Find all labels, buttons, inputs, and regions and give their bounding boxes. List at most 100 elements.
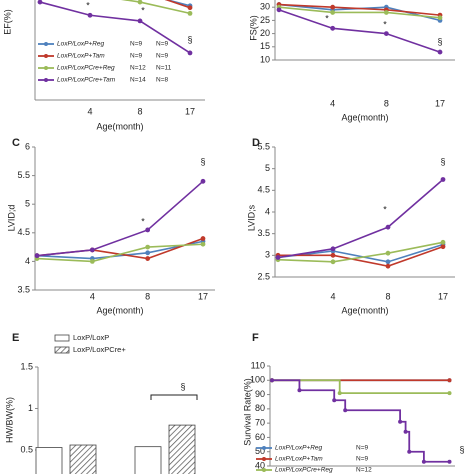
legend-n: N=11 [156, 65, 172, 72]
legend-label: LoxP/LoxP+Tam [275, 456, 323, 463]
annotation: * [141, 5, 145, 15]
point [270, 378, 274, 383]
legend-n: N=12 [130, 65, 146, 72]
point [385, 263, 391, 269]
point [403, 429, 408, 434]
x-tick-label: 8 [384, 98, 389, 108]
x-tick-label: 17 [435, 98, 445, 108]
y-tick-label: 5 [25, 199, 30, 209]
series-line [39, 1, 191, 54]
point [330, 25, 336, 31]
y-axis-label: Survival Rate(%) [242, 378, 252, 446]
point [440, 244, 446, 250]
panel: EF(%) Age(month) * * § 4 8 17 LoxP/LoxP+Reg N=9 N=… [2, 0, 205, 131]
point [385, 224, 391, 230]
point [145, 227, 151, 233]
panel-letter: D [252, 137, 260, 149]
legend-n: N=9 [156, 53, 168, 60]
legend-n: N=14 [130, 77, 146, 84]
point [440, 177, 446, 182]
point [137, 18, 143, 24]
panel: E HW/BW(%) 0.5 1 1.5 § LoxP/LoxP LoxP/LoxPCre+ [4, 332, 198, 474]
point [187, 10, 193, 16]
series-line [277, 241, 444, 263]
legend-marker [44, 42, 48, 46]
y-tick-label: 4 [265, 206, 270, 216]
x-tick-label: 8 [385, 291, 390, 301]
panel: F Survival Rate(%) 40 50 60 70 80 90 100 110 § LoxP… [242, 332, 464, 474]
y-tick-label: 5.5 [257, 141, 270, 151]
bar [134, 446, 162, 474]
bar [168, 424, 196, 474]
x-tick-label: 8 [145, 291, 150, 301]
y-tick-label: 2.5 [257, 271, 270, 281]
y-axis-label: EF(%) [2, 9, 12, 35]
point [34, 253, 40, 259]
panel: D LVID;s Age(month) 2.5 3 3.5 4 4.5 5 5.5 * § 4 8 17 [246, 137, 455, 315]
y-tick-label: 25 [260, 15, 270, 25]
x-tick-label: 4 [330, 291, 335, 301]
panel-letter: C [12, 137, 20, 149]
y-tick-label: 1.5 [20, 361, 33, 371]
y-axis-label: FS(%) [248, 15, 258, 41]
legend-label: LoxP/LoxPCre+Reg [275, 467, 333, 474]
point [37, 0, 43, 5]
y-axis-label: LVID;s [246, 204, 256, 231]
legend-n: N=9 [356, 445, 368, 452]
point [330, 10, 336, 15]
annotation: * [86, 0, 90, 10]
y-tick-label: 4 [25, 256, 30, 266]
annotation: § [200, 156, 205, 166]
legend-marker [262, 446, 266, 450]
series-line [278, 9, 441, 53]
point [276, 7, 282, 13]
legend-n: N=9 [156, 41, 168, 48]
x-tick-label: 4 [330, 98, 335, 108]
x-axis-label: Age(month) [96, 305, 143, 315]
x-tick-label: 4 [90, 291, 95, 301]
annotation: * [383, 19, 387, 29]
legend-n: N=9 [356, 456, 368, 463]
point [383, 31, 389, 36]
point [330, 259, 336, 265]
y-tick-label: 70 [255, 418, 265, 428]
bar [35, 447, 63, 474]
y-tick-label: 6 [25, 141, 30, 151]
panel: FS(%) Age(month) 10 15 20 25 30 * * § 4 8 17 [248, 0, 455, 122]
point [421, 459, 426, 464]
legend-label: LoxP/LoxP+Tam [57, 53, 105, 60]
series-line [278, 245, 444, 267]
legend-n: N=9 [130, 41, 142, 48]
legend-n: N=8 [156, 77, 168, 84]
point [385, 250, 391, 256]
point [187, 50, 193, 56]
annotation: § [180, 381, 185, 391]
panel: C LVID;d Age(month) 3.5 4 4.5 5 5.5 6 * § 4 8 17 [6, 137, 215, 315]
point [332, 398, 337, 403]
point [89, 247, 95, 253]
point [447, 391, 452, 396]
legend-label: LoxP/LoxP [73, 333, 109, 342]
legend-n: N=12 [356, 467, 372, 474]
legend-label: LoxP/LoxPCre+Reg [57, 65, 115, 72]
legend-label: LoxP/LoxPCre+ [73, 345, 126, 354]
y-axis-label: HW/BW(%) [4, 397, 14, 443]
series-line [277, 178, 444, 259]
point [87, 12, 93, 18]
point [337, 391, 342, 396]
y-tick-label: 15 [260, 41, 270, 51]
survival-line [272, 379, 450, 463]
legend-marker [262, 457, 266, 461]
annotation: § [187, 34, 192, 44]
series-line [277, 243, 444, 263]
panel-letter: E [12, 332, 19, 344]
y-axis-label: LVID;d [6, 205, 16, 232]
y-tick-label: 110 [251, 360, 265, 370]
bracket [150, 394, 198, 400]
annotation: § [459, 444, 464, 454]
series-line [36, 243, 204, 263]
y-tick-label: 4.5 [257, 185, 270, 195]
point [447, 378, 452, 383]
x-tick-label: 17 [438, 291, 448, 301]
